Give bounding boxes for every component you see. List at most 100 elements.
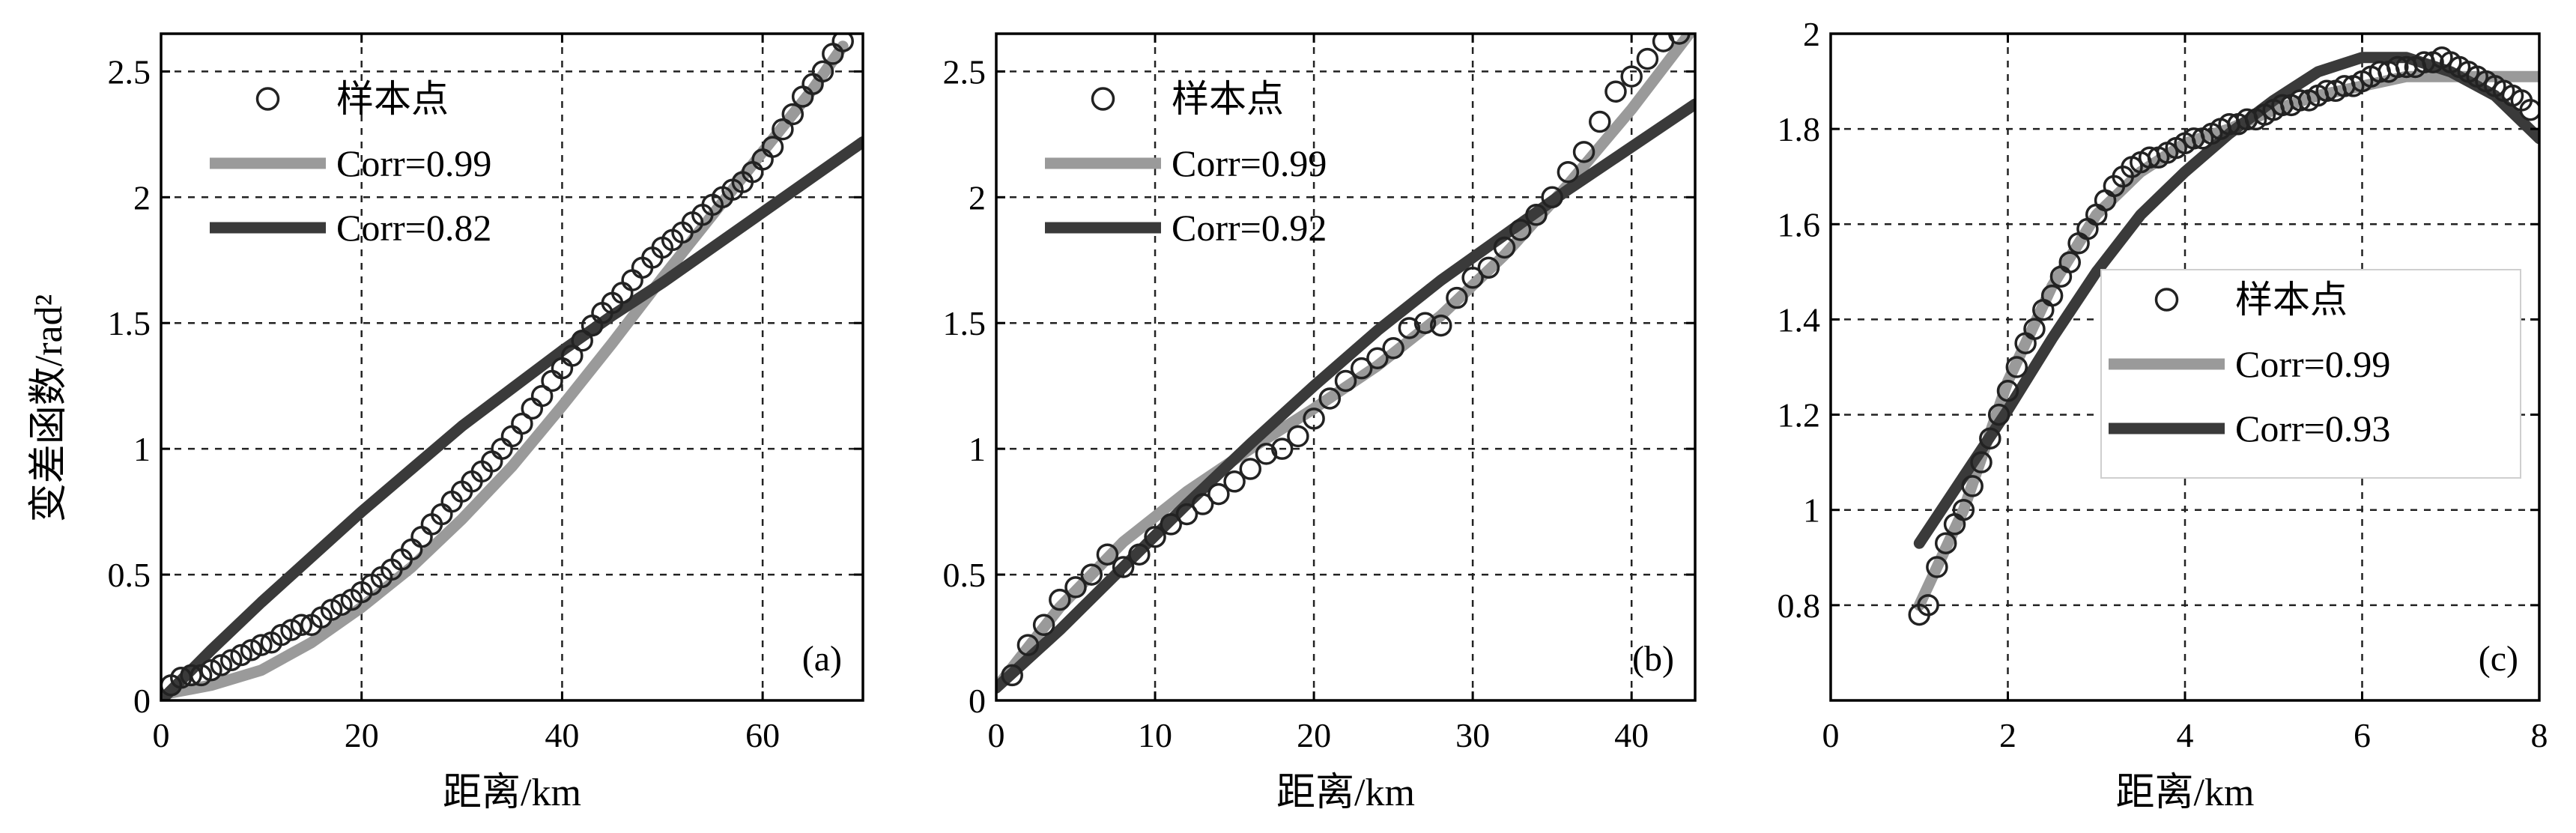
y-tick-label: 1	[133, 430, 151, 468]
sample-point	[1961, 475, 1983, 497]
sample-point	[320, 599, 343, 621]
y-tick-label: 2	[1803, 15, 1820, 53]
sample-point	[1493, 236, 1516, 259]
sample-point	[1016, 634, 1040, 656]
x-tick-label: 0	[988, 716, 1005, 754]
x-tick-label: 60	[745, 716, 780, 754]
sample-point	[240, 639, 263, 661]
sample-point	[1996, 380, 2019, 402]
sample-point	[1987, 403, 2010, 426]
sample-point	[571, 329, 593, 352]
sample-point	[230, 643, 252, 667]
x-tick-label: 30	[1455, 716, 1490, 754]
sample-point	[1509, 219, 1532, 241]
y-tick-label: 2	[133, 178, 151, 216]
sample-point	[1970, 451, 1992, 473]
sample-point	[1557, 160, 1580, 184]
sample-point	[1446, 286, 1468, 309]
sample-point	[280, 619, 303, 641]
sample-point	[1144, 525, 1166, 548]
panel-label: (b)	[1632, 639, 1674, 679]
y-tick-label: 2.5	[943, 52, 987, 91]
sample-point	[1917, 594, 1939, 617]
series-group	[996, 34, 1695, 694]
legend-marker	[1091, 87, 1115, 111]
sample-point	[270, 623, 293, 646]
sample-point	[180, 664, 202, 687]
sample-point	[1934, 532, 1957, 554]
sample-point	[1303, 408, 1325, 430]
sample-point	[1032, 614, 1055, 636]
y-tick-label: 1.6	[1778, 205, 1821, 243]
y-tick-label: 1.8	[1778, 110, 1821, 148]
sample-point	[200, 658, 222, 682]
series-line-dark	[161, 136, 863, 700]
sample-point	[1952, 498, 1975, 521]
sample-point	[1926, 556, 1948, 578]
sample-point	[561, 345, 584, 367]
x-tick-label: 6	[2354, 716, 2371, 754]
legend-label: Corr=0.92	[1172, 207, 1327, 249]
sample-point	[1001, 664, 1023, 687]
legend-label: Corr=0.82	[336, 207, 491, 249]
sample-point	[1382, 337, 1404, 360]
sample-point	[219, 649, 243, 672]
sample-point	[1398, 317, 1421, 339]
sample-point	[781, 103, 804, 126]
sample-point	[1287, 425, 1309, 448]
sample-point	[1413, 312, 1437, 334]
sample-point	[290, 614, 313, 636]
legend: 样本点 Corr=0.99 Corr=0.92	[1045, 78, 1327, 249]
legend-label: Corr=0.99	[336, 142, 491, 184]
legend: 样本点 Corr=0.99 Corr=0.93	[2100, 269, 2521, 479]
sample-point	[1429, 314, 1452, 337]
panel-label: (a)	[802, 639, 842, 679]
sample-point	[2023, 318, 2046, 340]
sample-point	[1620, 65, 1643, 88]
sample-point	[330, 593, 353, 617]
legend-label: 样本点	[336, 78, 449, 120]
legend-label: Corr=0.93	[2235, 408, 2390, 449]
x-tick-label: 20	[1297, 716, 1331, 754]
chart-panel-3: 0 2 4 6 8 0.8 1 1.2 1.4 1.6 1.8 2 距离/km (c) 样本点 Corr=0.…	[1778, 15, 2548, 814]
y-tick-label: 2	[969, 178, 986, 216]
x-axis-label: 距离/km	[443, 772, 581, 814]
y-tick-label: 1.2	[1778, 396, 1821, 434]
sample-point	[1096, 543, 1119, 566]
sample-point	[1191, 493, 1214, 515]
y-tick-label: 0	[133, 682, 151, 720]
y-tick-label: 1.4	[1778, 300, 1821, 339]
y-tick-label: 0	[969, 682, 986, 720]
plot-frame	[995, 32, 1697, 702]
sample-point	[772, 118, 794, 141]
sample-point	[250, 634, 273, 656]
sample-point	[1112, 556, 1135, 578]
plot-frame	[160, 32, 864, 702]
sample-point	[1366, 347, 1389, 369]
x-tick-label: 20	[345, 716, 379, 754]
legend-label: Corr=0.99	[2235, 343, 2390, 385]
x-tick-label: 40	[1614, 716, 1649, 754]
sample-point	[1049, 588, 1071, 611]
sample-point	[511, 412, 533, 435]
x-tick-label: 2	[1999, 716, 2016, 754]
sample-point	[1572, 141, 1595, 163]
sample-point	[1668, 34, 1691, 45]
series-group	[161, 34, 863, 700]
sample-point	[1525, 204, 1548, 226]
x-tick-label: 10	[1138, 716, 1172, 754]
sample-point	[2058, 251, 2082, 273]
sample-point	[1636, 47, 1659, 70]
series-group	[1908, 46, 2539, 626]
plot-frame	[1829, 32, 2541, 702]
sample-point	[210, 654, 233, 676]
sample-point	[1350, 357, 1373, 380]
sample-point	[1477, 256, 1500, 279]
sample-point	[2040, 284, 2064, 307]
sample-point	[2386, 55, 2409, 79]
sample-point	[2519, 98, 2539, 121]
sample-point	[190, 664, 213, 687]
sample-point	[1461, 267, 1484, 289]
x-tick-label: 40	[545, 716, 579, 754]
